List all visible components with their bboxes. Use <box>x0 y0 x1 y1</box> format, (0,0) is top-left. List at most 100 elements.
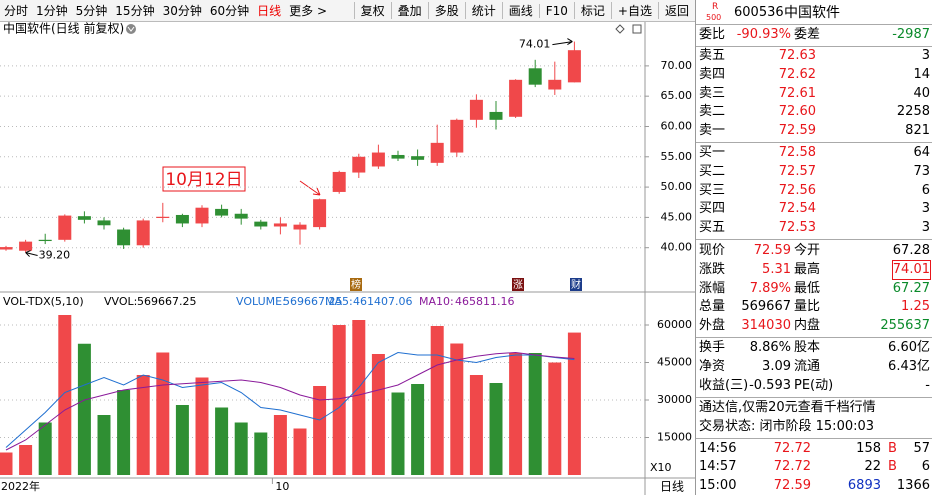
x-tick-label: 10 <box>275 480 289 493</box>
order-volume: 2258 <box>896 104 930 120</box>
volume-bar <box>567 332 581 475</box>
y-tick-label: 70.00 <box>661 59 693 72</box>
promo-text: 通达信,仅需20元查看千档行情 <box>699 400 876 415</box>
tick-time: 14:57 <box>699 459 737 475</box>
stock-name: 中国软件 <box>784 5 840 21</box>
field-label: 流通 <box>794 358 821 374</box>
toolbar-button[interactable]: F10 <box>538 3 574 18</box>
field-value: 569667 <box>741 299 791 315</box>
stock-code: 600536 <box>734 5 784 20</box>
toolbar: 分时 1分钟 5分钟 15分钟 30分钟 60分钟 日线 更多 > 复权 叠加 多股 统计 画线 F10 标… <box>0 0 695 22</box>
candle-body <box>38 239 52 242</box>
order-volume: 14 <box>913 66 930 82</box>
volume-bar <box>58 315 72 475</box>
tick-count: 6 <box>921 459 930 475</box>
marker-icon[interactable] <box>350 278 362 291</box>
dropdown-icon[interactable] <box>126 24 136 34</box>
min-label: 39.20 <box>39 249 71 262</box>
candle-body <box>332 171 346 192</box>
toolbar-button[interactable]: 返回 <box>657 2 695 19</box>
toolbar-button[interactable]: 分时 <box>4 4 29 18</box>
field-value: 314030 <box>741 318 791 334</box>
period-label[interactable]: 日线 <box>660 480 684 494</box>
order-price: 72.61 <box>778 85 816 101</box>
volume-bar <box>450 343 464 475</box>
marker-label[interactable]: 财 <box>571 278 581 291</box>
toolbar-button[interactable]: +自选 <box>610 2 658 19</box>
toolbar-button[interactable]: 多股 <box>427 2 465 19</box>
tick-price: 72.72 <box>773 459 811 475</box>
candle-body <box>234 213 248 219</box>
volume-bar <box>19 445 33 475</box>
order-volume: 3 <box>921 48 930 63</box>
field-value: 255637 <box>880 318 930 334</box>
toolbar-button[interactable]: 1分钟 <box>36 4 68 18</box>
volume-bar <box>371 354 385 475</box>
marker-icon[interactable] <box>570 278 582 291</box>
candle-body <box>528 68 542 85</box>
field-value: 1.25 <box>901 299 930 315</box>
toolbar-button[interactable]: 15分钟 <box>115 4 155 18</box>
field-value: -0.593 <box>749 377 791 393</box>
order-label: 卖一 <box>699 123 726 139</box>
toolbar-button[interactable]: 统计 <box>464 2 502 19</box>
volume-bar <box>0 452 13 475</box>
field-label: 量比 <box>794 299 821 315</box>
volume-bar <box>215 407 229 475</box>
toolbar-button[interactable]: 30分钟 <box>162 4 202 18</box>
toolbar-button[interactable]: 日线 <box>257 4 282 18</box>
toolbar-button[interactable]: 5分钟 <box>75 4 108 18</box>
field-value: 67.28 <box>892 243 930 258</box>
quote-panel: R 500 600536 中国软件 委比 -90.93% 委差 -2987 卖五 72.63 3 卖四… <box>695 0 932 495</box>
marker-icon[interactable] <box>512 278 524 291</box>
candle-body <box>19 241 33 251</box>
field-value: -90.93% <box>736 27 791 42</box>
order-price: 72.59 <box>778 123 816 139</box>
order-price: 72.53 <box>778 220 816 236</box>
tick-volume: 22 <box>864 459 881 475</box>
volume-bar <box>313 386 327 475</box>
toolbar-button[interactable]: 标记 <box>573 2 611 19</box>
order-price: 72.54 <box>778 201 816 217</box>
field-value: 7.89% <box>749 280 791 296</box>
volume-bar <box>136 375 150 475</box>
y-tick-label: 55.00 <box>661 150 693 163</box>
window-icon[interactable] <box>632 24 642 34</box>
marker-label[interactable]: 榜 <box>351 278 361 291</box>
volume-bar <box>293 428 307 475</box>
diamond-icon[interactable] <box>615 24 625 34</box>
marker-label[interactable]: 涨 <box>513 279 523 291</box>
tick-price: 72.59 <box>773 477 811 493</box>
volume-bar <box>509 353 523 475</box>
unit-label: X10 <box>650 461 672 474</box>
badge: 500 <box>706 13 722 22</box>
field-label: 净资 <box>699 358 726 374</box>
candle-body <box>215 208 229 216</box>
candle-body <box>58 215 72 240</box>
candle-body <box>509 79 523 117</box>
tick-time: 14:56 <box>699 441 737 456</box>
field-label: 股本 <box>794 340 821 355</box>
order-label: 卖五 <box>699 48 726 63</box>
toolbar-button[interactable]: 复权 <box>353 2 391 19</box>
toolbar-button[interactable]: 画线 <box>501 2 539 19</box>
candle-body <box>352 156 366 173</box>
min-arrow <box>25 250 38 257</box>
max-arrow <box>552 38 573 46</box>
field-label: 总量 <box>699 299 726 315</box>
candle-body <box>548 79 562 90</box>
separator <box>696 239 932 240</box>
field-label: 最低 <box>794 280 821 296</box>
legend-name: MA10: <box>419 295 454 308</box>
volume-bar <box>97 415 111 475</box>
toolbar-button[interactable]: 60分钟 <box>209 4 250 18</box>
toolbar-button[interactable]: 更多 > <box>289 4 328 18</box>
toolbar-button[interactable]: 叠加 <box>390 2 428 19</box>
field-label: 涨幅 <box>699 280 726 296</box>
volume-bar <box>332 325 346 475</box>
indicator-title: VOL-TDX(5,10) <box>3 295 84 308</box>
field-value: 8.86% <box>749 340 791 355</box>
field-label: 委差 <box>794 27 821 42</box>
candle-body <box>411 156 425 160</box>
volume-bar <box>195 377 209 475</box>
